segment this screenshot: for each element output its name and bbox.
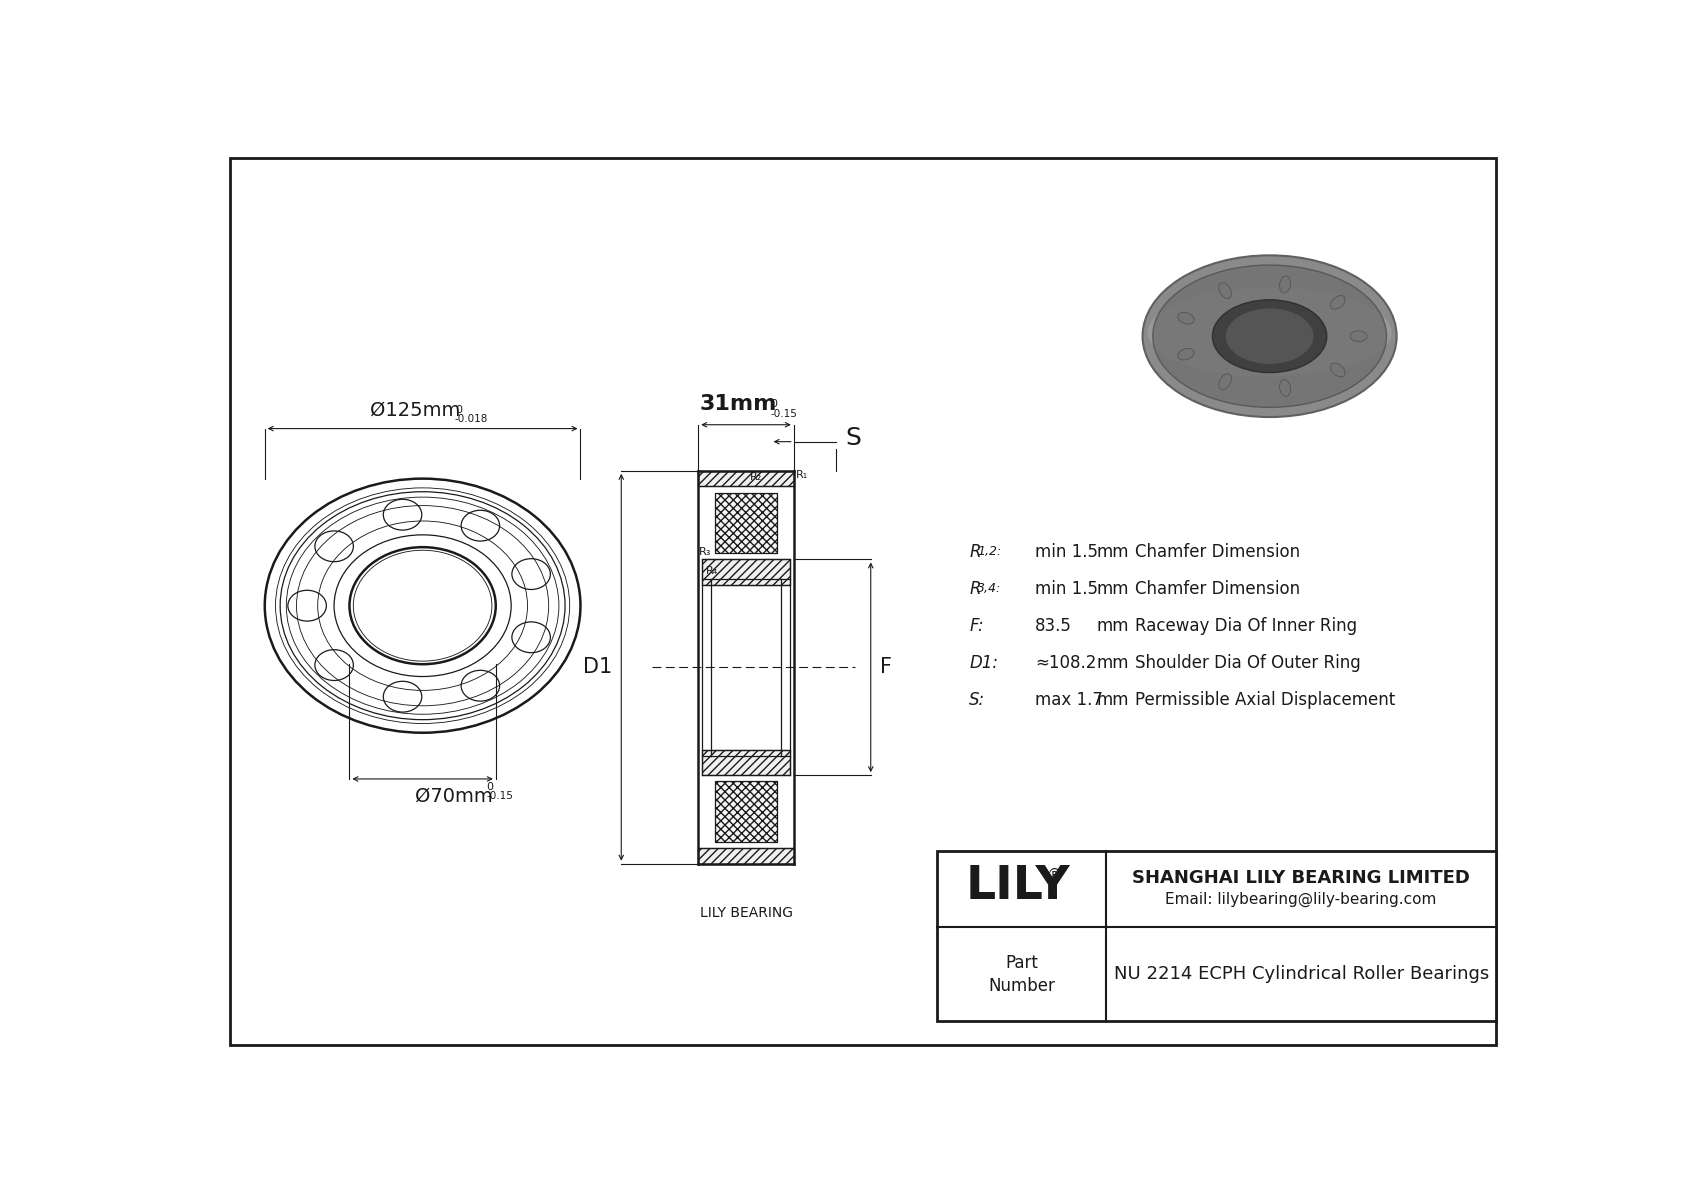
Text: S: S xyxy=(845,426,861,450)
Ellipse shape xyxy=(1280,276,1290,293)
Polygon shape xyxy=(699,848,793,863)
Text: R₄: R₄ xyxy=(706,567,717,576)
Ellipse shape xyxy=(1219,374,1231,389)
Text: -0.018: -0.018 xyxy=(455,414,488,424)
Text: 3,4:: 3,4: xyxy=(977,582,1002,596)
Text: R: R xyxy=(970,543,980,561)
Polygon shape xyxy=(716,781,776,842)
Ellipse shape xyxy=(1226,308,1314,364)
Text: mm: mm xyxy=(1096,543,1128,561)
Ellipse shape xyxy=(1212,300,1327,373)
Ellipse shape xyxy=(1351,331,1367,342)
Ellipse shape xyxy=(1177,348,1194,360)
Text: -0.15: -0.15 xyxy=(487,791,514,802)
Text: Chamfer Dimension: Chamfer Dimension xyxy=(1135,580,1300,598)
Text: ≈108.2: ≈108.2 xyxy=(1034,654,1096,672)
Text: Chamfer Dimension: Chamfer Dimension xyxy=(1135,543,1300,561)
Text: D1: D1 xyxy=(583,657,611,678)
Text: Permissible Axial Displacement: Permissible Axial Displacement xyxy=(1135,691,1394,709)
Text: 83.5: 83.5 xyxy=(1034,617,1071,635)
Text: D1:: D1: xyxy=(970,654,999,672)
Text: NU 2214 ECPH Cylindrical Roller Bearings: NU 2214 ECPH Cylindrical Roller Bearings xyxy=(1113,966,1489,984)
Polygon shape xyxy=(702,560,790,585)
Text: R₁: R₁ xyxy=(797,470,808,480)
Text: mm: mm xyxy=(1096,617,1128,635)
Text: 1,2:: 1,2: xyxy=(977,545,1002,559)
Text: F: F xyxy=(881,657,893,678)
Ellipse shape xyxy=(1219,283,1231,299)
Text: 0: 0 xyxy=(771,399,778,410)
Ellipse shape xyxy=(1177,312,1194,324)
Ellipse shape xyxy=(1147,288,1391,376)
Text: Raceway Dia Of Inner Ring: Raceway Dia Of Inner Ring xyxy=(1135,617,1357,635)
Ellipse shape xyxy=(1142,255,1396,417)
Text: LILY BEARING: LILY BEARING xyxy=(699,906,793,919)
Text: R: R xyxy=(970,580,980,598)
Text: R₃: R₃ xyxy=(699,547,711,557)
Ellipse shape xyxy=(1330,295,1346,310)
Polygon shape xyxy=(716,493,776,554)
Text: Ø125mm: Ø125mm xyxy=(370,400,460,419)
Text: 31mm: 31mm xyxy=(699,394,776,414)
Text: R₂: R₂ xyxy=(749,473,763,482)
Text: min 1.5: min 1.5 xyxy=(1034,580,1098,598)
Polygon shape xyxy=(702,749,790,775)
Text: 0: 0 xyxy=(455,405,461,414)
Text: min 1.5: min 1.5 xyxy=(1034,543,1098,561)
Text: S:: S: xyxy=(970,691,985,709)
Text: mm: mm xyxy=(1096,654,1128,672)
Text: ®: ® xyxy=(1046,868,1061,883)
Text: mm: mm xyxy=(1096,580,1128,598)
Polygon shape xyxy=(699,470,793,486)
Text: mm: mm xyxy=(1096,691,1128,709)
Text: SHANGHAI LILY BEARING LIMITED: SHANGHAI LILY BEARING LIMITED xyxy=(1132,869,1470,887)
Ellipse shape xyxy=(1154,266,1386,407)
Text: max 1.7: max 1.7 xyxy=(1034,691,1103,709)
Text: Part
Number: Part Number xyxy=(989,954,1056,996)
Ellipse shape xyxy=(1280,380,1290,397)
Text: 0: 0 xyxy=(487,782,493,792)
Text: Ø70mm: Ø70mm xyxy=(414,786,492,805)
Ellipse shape xyxy=(1330,363,1346,376)
Bar xyxy=(936,850,1495,1022)
Text: -0.15: -0.15 xyxy=(771,409,798,418)
Text: Shoulder Dia Of Outer Ring: Shoulder Dia Of Outer Ring xyxy=(1135,654,1361,672)
Text: LILY: LILY xyxy=(965,865,1069,909)
Text: F:: F: xyxy=(970,617,983,635)
Text: Email: lilybearing@lily-bearing.com: Email: lilybearing@lily-bearing.com xyxy=(1165,892,1436,908)
